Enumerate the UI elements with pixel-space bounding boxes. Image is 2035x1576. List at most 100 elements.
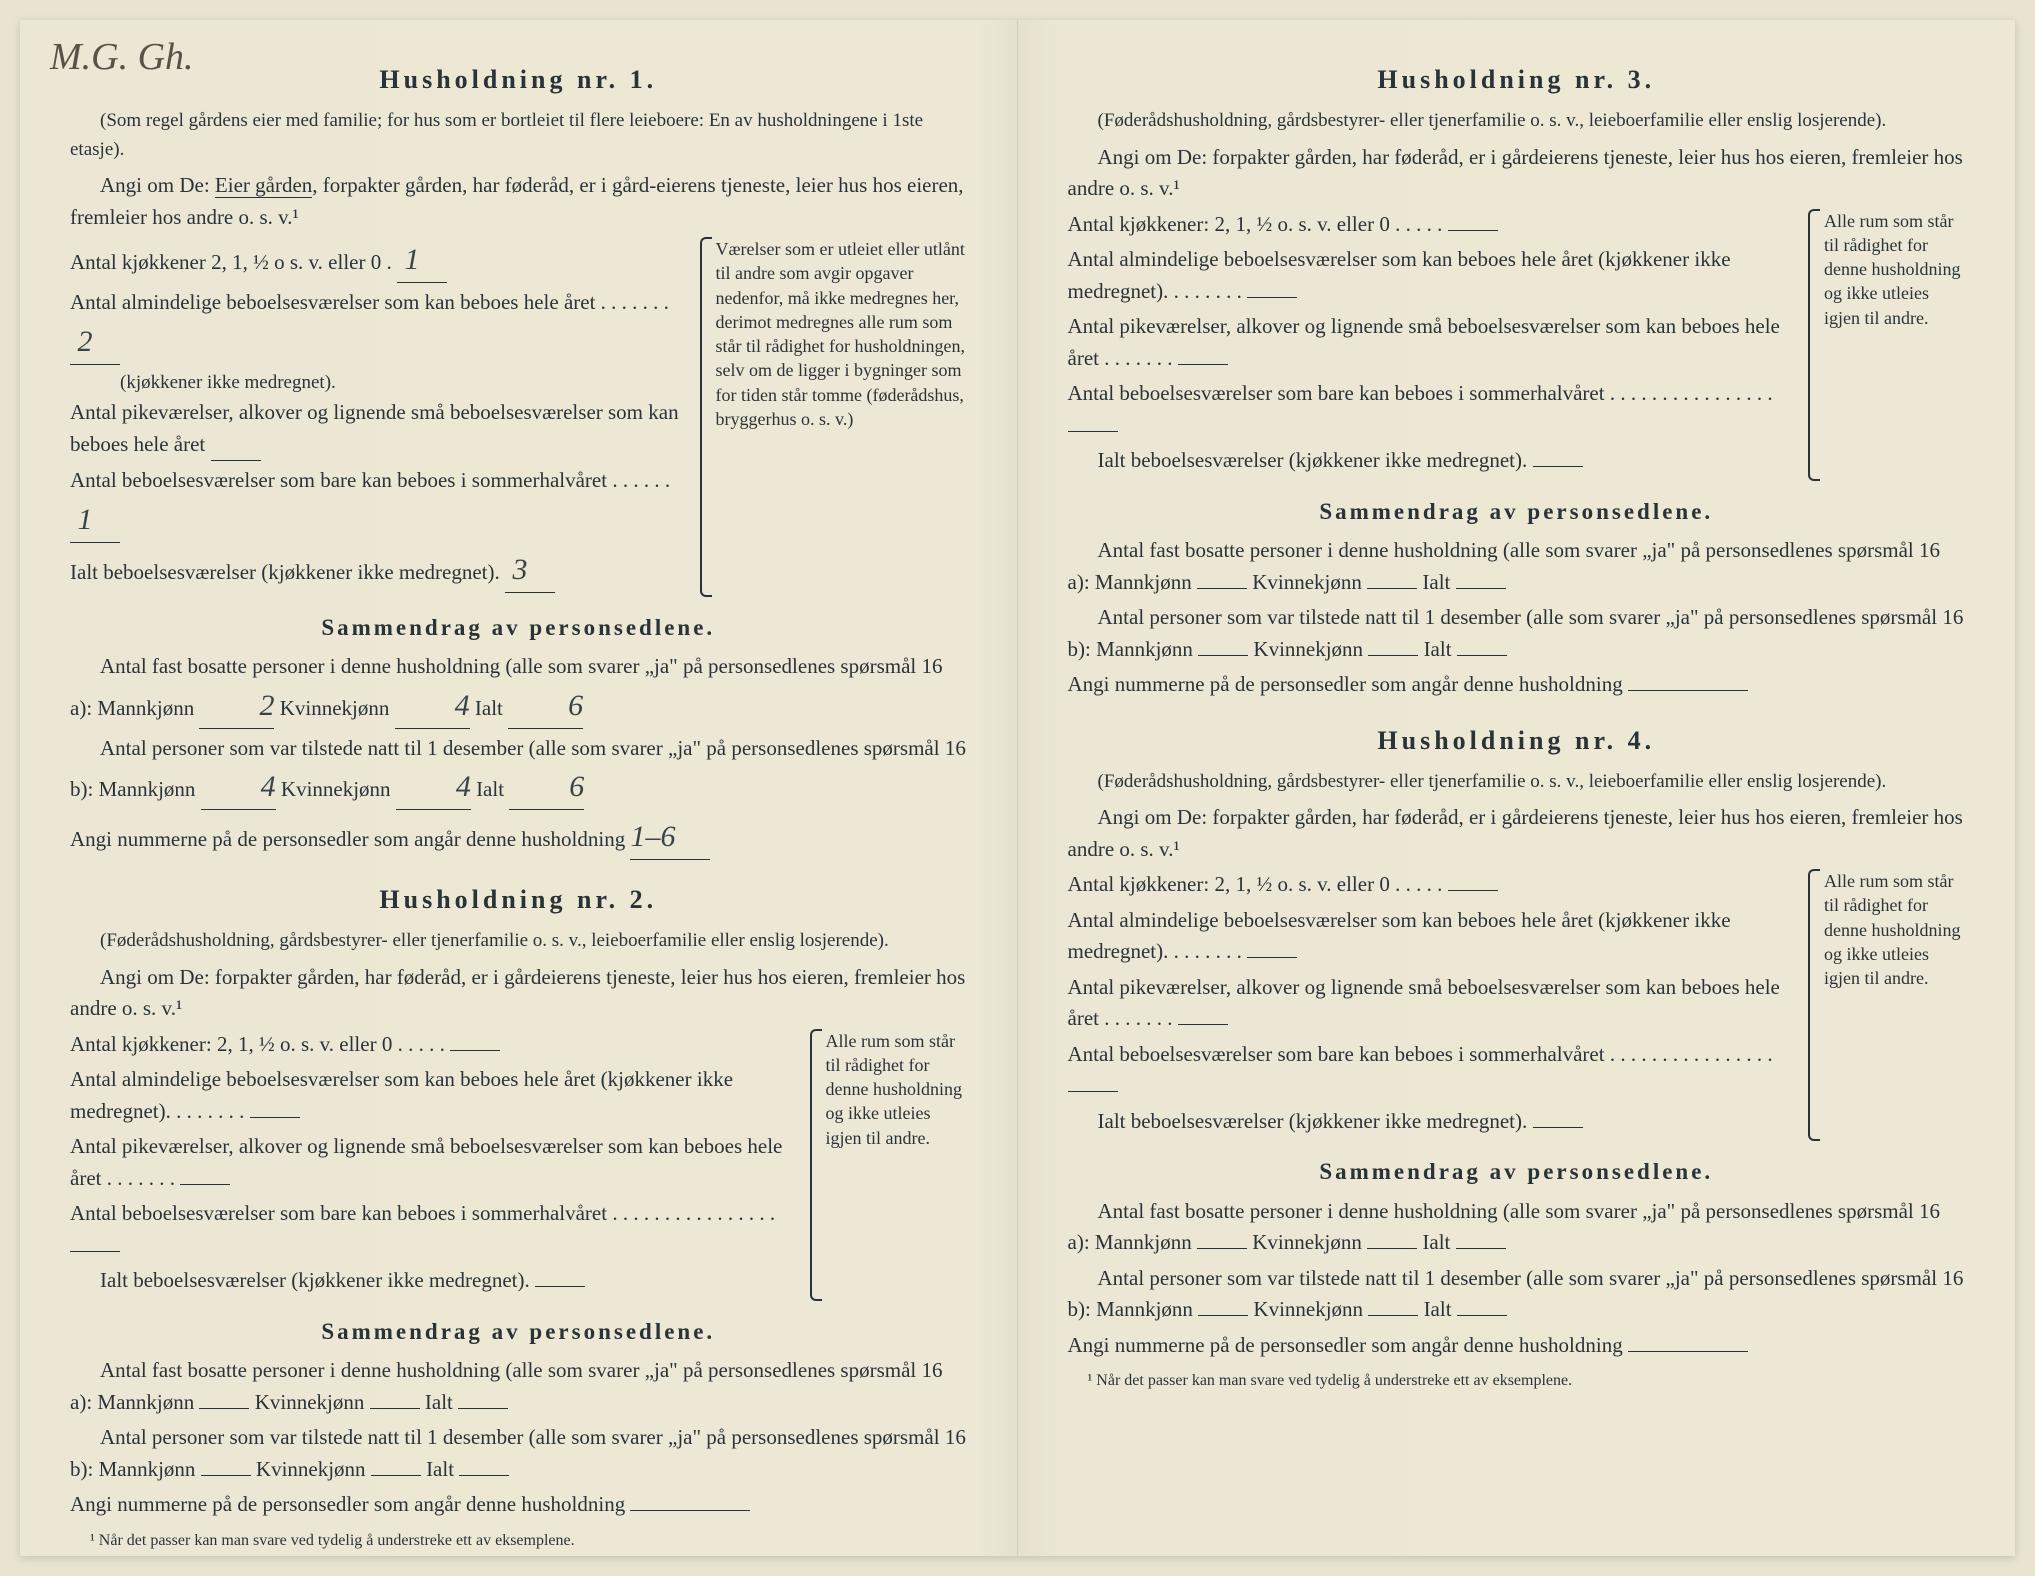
household-4-title: Husholdning nr. 4. — [1068, 721, 1966, 760]
summary-1-line2: Antal personer som var tilstede natt til… — [70, 733, 967, 811]
household-3-intro: (Føderådshusholdning, gårdsbestyrer- ell… — [1068, 107, 1966, 136]
household-1-intro: (Som regel gårdens eier med familie; for… — [70, 107, 967, 164]
sum1-i: 6 — [538, 683, 583, 728]
household-4: Husholdning nr. 4. (Føderådshusholdning,… — [1068, 721, 1966, 1394]
household-3-title: Husholdning nr. 3. — [1068, 60, 1966, 99]
corner-annotation: M.G. Gh. — [50, 35, 194, 79]
row4-almindelige: Antal almindelige beboelsesværelser som … — [1068, 908, 1731, 964]
sum2-klabel: Kvinnekjønn — [281, 777, 391, 801]
sum1-ilabel: Ialt — [475, 696, 503, 720]
summary-1-numline: Angi nummerne på de personsedler som ang… — [70, 814, 967, 860]
numline4-text: Angi nummerne på de personsedler som ang… — [1068, 1333, 1623, 1357]
footnote-right: ¹ Når det passer kan man svare ved tydel… — [1068, 1369, 1966, 1393]
sum1-klabel: Kvinnekjønn — [280, 696, 390, 720]
sum21-text: Antal fast bosatte personer i denne hush… — [70, 1358, 943, 1414]
row4-pike: Antal pikeværelser, alkover og lignende … — [1068, 975, 1780, 1031]
angi-underlined: Eier gården — [215, 173, 312, 198]
row3-almindelige: Antal almindelige beboelsesværelser som … — [1068, 247, 1731, 303]
row-sommer: Antal beboelsesværelser som bare kan beb… — [70, 468, 607, 492]
summary-1-line1: Antal fast bosatte personer i denne hush… — [70, 651, 967, 729]
row2-almindelige: Antal almindelige beboelsesværelser som … — [70, 1067, 733, 1123]
summary-4-line1: Antal fast bosatte personer i denne hush… — [1068, 1196, 1966, 1259]
census-document: M.G. Gh. Husholdning nr. 1. (Som regel g… — [20, 20, 2015, 1556]
household-1-title: Husholdning nr. 1. — [70, 60, 967, 99]
sum1-m: 2 — [229, 683, 274, 728]
summary-4-numline: Angi nummerne på de personsedler som ang… — [1068, 1330, 1966, 1362]
row4-kjokkener: Antal kjøkkener: 2, 1, ½ o. s. v. eller … — [1068, 872, 1390, 896]
summary-4-head: Sammendrag av personsedlene. — [1068, 1155, 1966, 1190]
row2-ialt: Ialt beboelsesværelser (kjøkkener ikke m… — [100, 1268, 530, 1292]
sum32-text: Antal personer som var tilstede natt til… — [1068, 605, 1964, 661]
page-right: Husholdning nr. 3. (Føderådshusholdning,… — [1018, 20, 2016, 1556]
rooms-main-3: Antal kjøkkener: 2, 1, ½ o. s. v. eller … — [1068, 209, 1796, 481]
sum42-klabel: Kvinnekjønn — [1253, 1297, 1363, 1321]
sum2-k: 4 — [426, 764, 471, 809]
sidenote3-text: Alle rum som står til rådighet for denne… — [1824, 211, 1961, 328]
household-3-rooms: Antal kjøkkener: 2, 1, ½ o. s. v. eller … — [1068, 209, 1966, 481]
row2-kjokkener: Antal kjøkkener: 2, 1, ½ o. s. v. eller … — [70, 1032, 392, 1056]
sum2-ilabel: Ialt — [476, 777, 504, 801]
household-4-intro: (Føderådshusholdning, gårdsbestyrer- ell… — [1068, 768, 1966, 797]
summary-3-line2: Antal personer som var tilstede natt til… — [1068, 602, 1966, 665]
rooms-main: Antal kjøkkener 2, 1, ½ o s. v. eller 0 … — [70, 237, 687, 597]
row-pike: Antal pikeværelser, alkover og lignende … — [70, 400, 679, 456]
almindelige-val: 2 — [70, 319, 100, 364]
summary-4-line2: Antal personer som var tilstede natt til… — [1068, 1263, 1966, 1326]
household-4-angi: Angi om De: forpakter gården, har føderå… — [1068, 802, 1966, 865]
summary-2-line2: Antal personer som var tilstede natt til… — [70, 1422, 967, 1485]
rooms-main-2: Antal kjøkkener: 2, 1, ½ o. s. v. eller … — [70, 1029, 797, 1301]
summary-2-head: Sammendrag av personsedlene. — [70, 1315, 967, 1350]
sum41-ilabel: Ialt — [1422, 1230, 1450, 1254]
numline-text: Angi nummerne på de personsedler som ang… — [70, 827, 625, 851]
sum42-ilabel: Ialt — [1424, 1297, 1452, 1321]
summary-2-numline: Angi nummerne på de personsedler som ang… — [70, 1489, 967, 1521]
kjokkener-val: 1 — [397, 237, 427, 282]
rooms-sidenote: Værelser som er utleiet eller utlånt til… — [707, 237, 967, 597]
summary-2-line1: Antal fast bosatte personer i denne hush… — [70, 1355, 967, 1418]
row3-sommer: Antal beboelsesværelser som bare kan beb… — [1068, 381, 1605, 405]
household-4-rooms: Antal kjøkkener: 2, 1, ½ o. s. v. eller … — [1068, 869, 1966, 1141]
row4-sommer: Antal beboelsesværelser som bare kan beb… — [1068, 1042, 1605, 1066]
brace-icon — [1808, 869, 1820, 1141]
rooms-sidenote-3: Alle rum som står til rådighet for denne… — [1815, 209, 1965, 481]
page-left: Husholdning nr. 1. (Som regel gårdens ei… — [20, 20, 1018, 1556]
sum31-text: Antal fast bosatte personer i denne hush… — [1068, 538, 1941, 594]
household-2: Husholdning nr. 2. (Føderådshusholdning,… — [70, 880, 967, 1553]
rooms-main-4: Antal kjøkkener: 2, 1, ½ o. s. v. eller … — [1068, 869, 1796, 1141]
sommer-val: 1 — [70, 497, 100, 542]
rooms-sidenote-2: Alle rum som står til rådighet for denne… — [817, 1029, 967, 1301]
row3-pike: Antal pikeværelser, alkover og lignende … — [1068, 314, 1780, 370]
numline-val: 1–6 — [630, 814, 675, 859]
row-kjokkener: Antal kjøkkener 2, 1, ½ o s. v. eller 0 — [70, 250, 381, 274]
summary-3-line1: Antal fast bosatte personer i denne hush… — [1068, 535, 1966, 598]
footnote-left: ¹ Når det passer kan man svare ved tydel… — [70, 1529, 967, 1553]
sum31-ilabel: Ialt — [1422, 570, 1450, 594]
row3-kjokkener: Antal kjøkkener: 2, 1, ½ o. s. v. eller … — [1068, 212, 1390, 236]
sum41-text: Antal fast bosatte personer i denne hush… — [1068, 1199, 1941, 1255]
sum32-ilabel: Ialt — [1424, 637, 1452, 661]
brace-icon — [700, 237, 712, 597]
numline2-text: Angi nummerne på de personsedler som ang… — [70, 1492, 625, 1516]
sum32-klabel: Kvinnekjønn — [1253, 637, 1363, 661]
row-almindelige-sub: (kjøkkener ikke medregnet). — [120, 369, 687, 398]
row2-pike: Antal pikeværelser, alkover og lignende … — [70, 1134, 782, 1190]
brace-icon — [1808, 209, 1820, 481]
sum31-klabel: Kvinnekjønn — [1252, 570, 1362, 594]
summary-3-head: Sammendrag av personsedlene. — [1068, 495, 1966, 530]
sum22-klabel: Kvinnekjønn — [256, 1457, 366, 1481]
sum2-i: 6 — [539, 764, 584, 809]
sum2-m: 4 — [231, 764, 276, 809]
row2-sommer: Antal beboelsesværelser som bare kan beb… — [70, 1201, 607, 1225]
sum1-k: 4 — [425, 683, 470, 728]
household-2-intro: (Føderådshusholdning, gårdsbestyrer- ell… — [70, 927, 967, 956]
household-2-rooms: Antal kjøkkener: 2, 1, ½ o. s. v. eller … — [70, 1029, 967, 1301]
sum21-klabel: Kvinnekjønn — [255, 1390, 365, 1414]
summary-1-head: Sammendrag av personsedlene. — [70, 611, 967, 646]
household-1: Husholdning nr. 1. (Som regel gårdens ei… — [70, 60, 967, 860]
household-1-angi: Angi om De: Eier gården, forpakter gårde… — [70, 170, 967, 233]
angi-prefix: Angi om De: — [100, 173, 210, 197]
ialt-val: 3 — [505, 547, 535, 592]
sum21-ilabel: Ialt — [425, 1390, 453, 1414]
row-ialt: Ialt beboelsesværelser (kjøkkener ikke m… — [70, 560, 500, 584]
sum41-klabel: Kvinnekjønn — [1252, 1230, 1362, 1254]
